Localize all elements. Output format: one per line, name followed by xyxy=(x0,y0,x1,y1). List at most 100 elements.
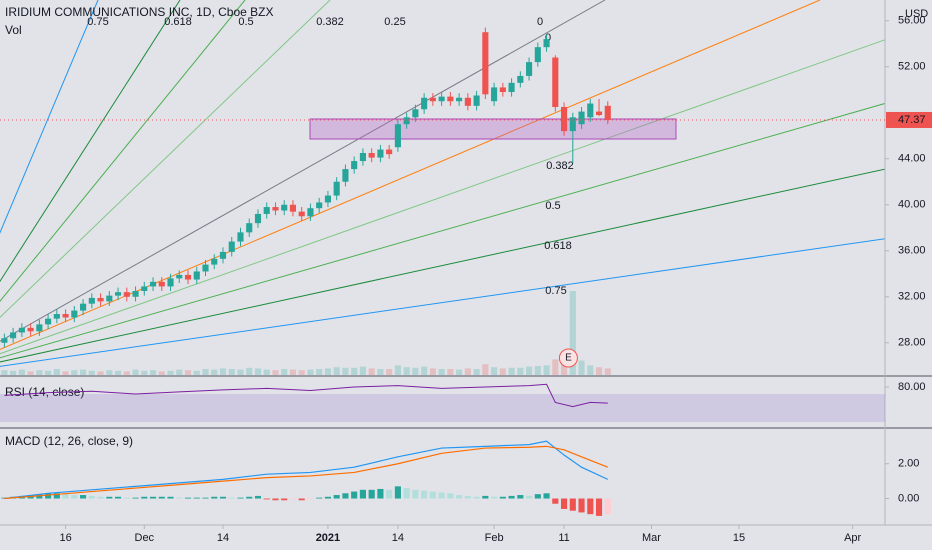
macd-histogram-bar xyxy=(578,498,585,513)
candle-body xyxy=(18,327,25,333)
macd-histogram-bar xyxy=(429,491,436,499)
volume-bar xyxy=(88,370,95,375)
fan-line xyxy=(0,238,885,367)
candle-body xyxy=(246,223,253,233)
candle-body xyxy=(219,251,227,259)
volume-bar xyxy=(517,367,524,375)
volume-bar xyxy=(543,365,550,375)
fan-line xyxy=(0,102,885,359)
x-tick-label: 11 xyxy=(558,532,569,544)
macd-histogram-bar xyxy=(263,498,270,500)
volume-bar xyxy=(27,371,34,375)
macd-histogram-bar xyxy=(447,493,454,499)
macd-line xyxy=(4,445,609,500)
rsi-band xyxy=(0,394,885,423)
volume-bar xyxy=(429,368,436,375)
x-tick-label: Mar xyxy=(642,532,661,544)
macd-histogram-bar xyxy=(114,496,122,499)
candle-body xyxy=(569,117,576,132)
volume-bar xyxy=(604,368,611,375)
macd-histogram-bar xyxy=(184,497,192,499)
volume-bar xyxy=(359,366,366,375)
candle-body xyxy=(438,96,445,102)
macd-histogram-bar xyxy=(491,496,498,499)
volume-bar xyxy=(526,366,533,375)
macd-histogram-bar xyxy=(473,496,480,499)
x-tick-label: Dec xyxy=(135,532,155,544)
candle-body xyxy=(10,332,17,339)
candle-body xyxy=(158,281,165,287)
macd-histogram-bar xyxy=(53,493,60,499)
volume-bar xyxy=(438,369,445,375)
volume-bar xyxy=(333,367,340,375)
x-tick-label: 15 xyxy=(733,532,745,544)
volume-bar xyxy=(219,368,227,375)
volume-bar xyxy=(18,369,25,375)
currency: USD xyxy=(905,8,928,20)
candle-body xyxy=(211,258,218,265)
candle-body xyxy=(106,295,113,302)
volume-bar xyxy=(403,367,410,375)
candle-body xyxy=(27,327,34,332)
macd-histogram-bar xyxy=(569,498,576,511)
x-tick-label: 14 xyxy=(217,532,229,544)
macd-histogram-bar xyxy=(526,495,533,499)
candle-body xyxy=(491,87,498,102)
macd-histogram-bar xyxy=(272,498,279,501)
candle-body xyxy=(184,274,192,280)
candle-body xyxy=(421,97,428,110)
macd-histogram-bar xyxy=(316,497,323,499)
macd-histogram-bar xyxy=(464,495,471,499)
macd-histogram-bar xyxy=(412,489,419,499)
macd-histogram-bar xyxy=(560,498,568,509)
candle-body xyxy=(71,310,78,318)
candle-body xyxy=(560,106,568,132)
candle-body xyxy=(394,124,401,148)
volume-bar xyxy=(368,368,375,375)
macd-histogram-bar xyxy=(368,489,375,499)
fan-label: 0.25 xyxy=(384,16,405,28)
candle-body xyxy=(482,32,489,95)
macd-histogram-bar xyxy=(552,498,559,504)
volume-bar xyxy=(272,370,279,375)
volume-bar xyxy=(316,369,323,375)
volume-bar xyxy=(141,370,148,375)
macd-histogram-bar xyxy=(88,495,95,499)
macd-histogram-bar xyxy=(298,498,305,501)
volume-bar xyxy=(246,367,253,375)
last-price-box xyxy=(886,111,932,128)
candle-body xyxy=(307,208,314,217)
macd-histogram-bar xyxy=(36,494,43,499)
macd-histogram-bar xyxy=(71,495,78,499)
candle-body xyxy=(176,274,183,279)
candle-body xyxy=(80,303,87,311)
fan-label: 0.382 xyxy=(316,16,344,28)
candle-body xyxy=(342,169,349,182)
fan-line xyxy=(0,0,606,342)
fan-line xyxy=(0,168,885,363)
candle-body xyxy=(237,232,244,242)
volume-bar xyxy=(394,365,401,375)
macd-histogram-bar xyxy=(394,486,401,499)
macd-line xyxy=(4,440,609,500)
volume-label: Vol xyxy=(5,23,22,37)
candle-body xyxy=(412,109,419,118)
macd-histogram-bar xyxy=(158,496,165,499)
candle-body xyxy=(263,207,270,214)
candle-body xyxy=(289,204,297,212)
fan-line xyxy=(0,0,331,319)
volume-bar xyxy=(421,366,428,375)
volume-bar xyxy=(595,367,603,375)
candle-body xyxy=(543,39,550,48)
fan-line xyxy=(0,39,885,355)
fan-line xyxy=(0,0,99,234)
volume-bar xyxy=(552,359,559,375)
y-tick-label: 36.00 xyxy=(898,245,926,257)
rsi-tick-label: 80.00 xyxy=(898,381,926,393)
macd-tick-label: 0.00 xyxy=(898,492,919,504)
volume-bar xyxy=(237,369,244,375)
candle-body xyxy=(97,297,104,302)
volume-bar xyxy=(106,370,113,375)
candle-body xyxy=(333,181,340,196)
